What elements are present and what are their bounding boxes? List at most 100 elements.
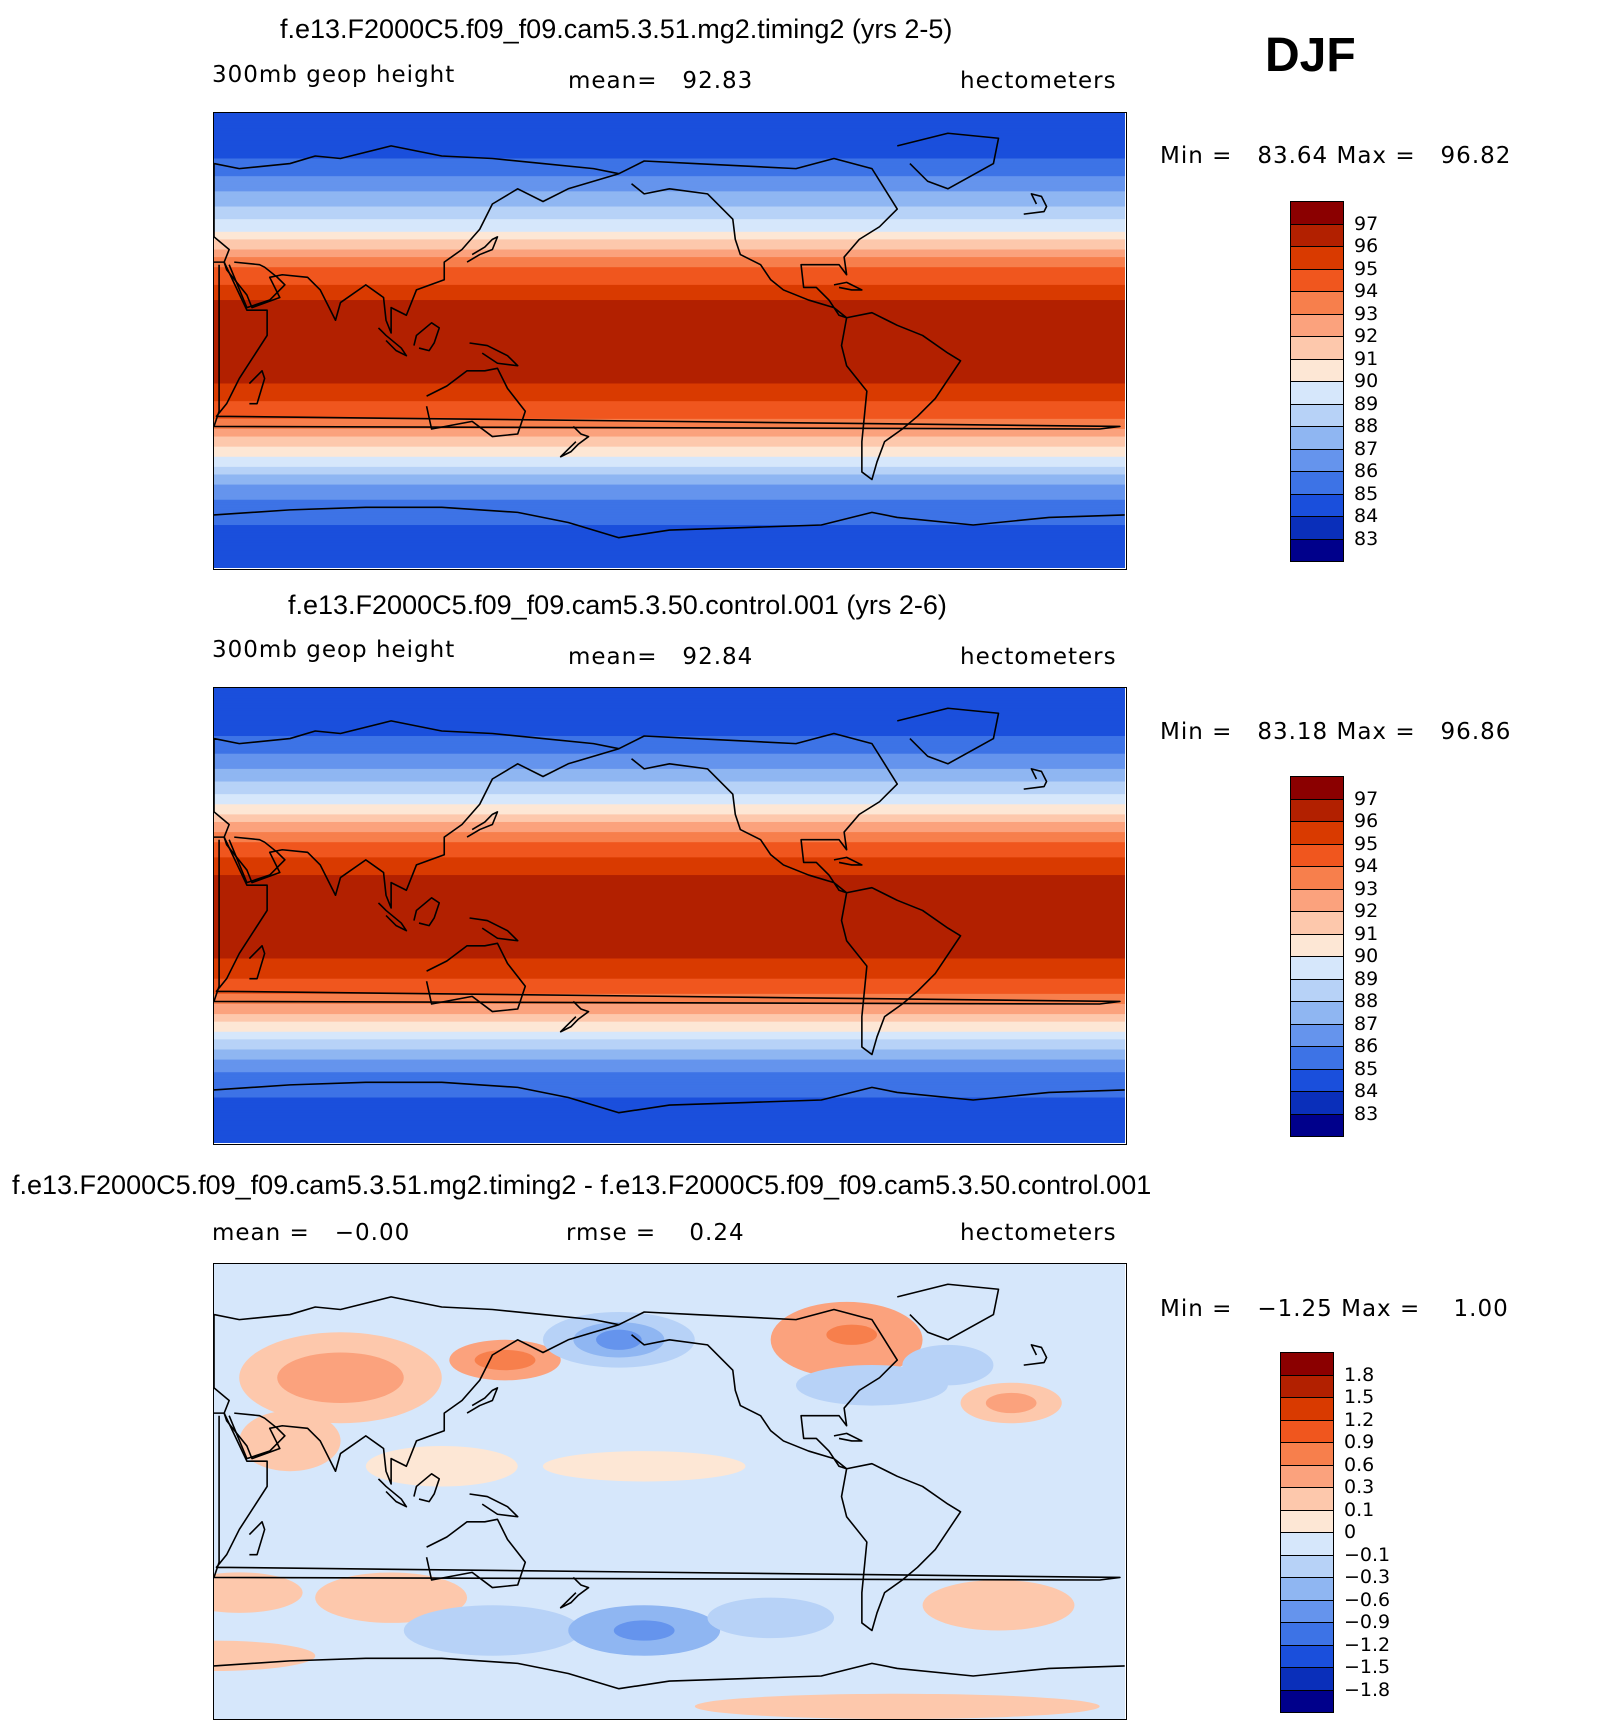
field-band: [214, 519, 1125, 524]
field-band: [214, 327, 1125, 331]
coastline-eurasia-west: [214, 1296, 620, 1485]
anomaly-contour: [277, 1352, 404, 1403]
field-band: [214, 487, 1125, 491]
field-band: [214, 690, 1125, 694]
field-band: [214, 1097, 1125, 1101]
colorbar-tick-label: 0.9: [1344, 1431, 1375, 1453]
field-band: [214, 547, 1125, 551]
colorbar-tick-label: 97: [1354, 787, 1379, 810]
field-band: [214, 168, 1125, 172]
field-band: [214, 1087, 1125, 1091]
field-band: [214, 900, 1125, 904]
anomaly-contour: [694, 1693, 1100, 1719]
field-band: [214, 991, 1125, 995]
field-band: [214, 206, 1125, 210]
field-band: [214, 535, 1125, 539]
field-band: [214, 794, 1125, 798]
field-band: [214, 996, 1125, 1000]
field-band: [214, 317, 1125, 321]
panel-2-variable-label: 300mb geop height: [212, 637, 456, 663]
coastline-sumatra: [377, 902, 408, 932]
field-band: [214, 1092, 1125, 1096]
field-band: [214, 940, 1125, 944]
coastline-nz: [559, 1000, 590, 1033]
field-band: [214, 761, 1125, 765]
panel-2-map: [213, 687, 1127, 1145]
panel-1-title: f.e13.F2000C5.f09_f09.cam5.3.51.mg2.timi…: [280, 14, 953, 44]
field-band: [214, 423, 1125, 428]
field-band: [214, 391, 1125, 395]
field-band: [214, 130, 1125, 134]
anomaly-contour: [474, 1349, 536, 1371]
field-band: [214, 915, 1125, 919]
coastline-arabia: [228, 1412, 286, 1460]
field-band: [214, 872, 1125, 876]
coastline-newguinea: [469, 917, 519, 942]
colorbar-tick-label: 1.8: [1344, 1363, 1375, 1386]
field-band: [214, 806, 1125, 810]
field-band: [214, 695, 1125, 699]
panel-1-units-label: hectometers: [960, 68, 1117, 94]
field-band: [214, 928, 1125, 932]
field-band: [214, 867, 1125, 871]
field-band: [214, 173, 1125, 177]
field-band: [214, 150, 1125, 155]
field-band: [214, 244, 1125, 248]
anomaly-contour: [239, 1410, 341, 1472]
field-band: [214, 396, 1125, 400]
field-band: [214, 143, 1125, 147]
coastline-uk: [1023, 768, 1048, 790]
field-band: [214, 337, 1125, 342]
map-plot: [214, 688, 1125, 1143]
field-band: [214, 525, 1125, 529]
field-band: [214, 1100, 1125, 1104]
field-band: [214, 1039, 1125, 1043]
field-band: [214, 421, 1125, 425]
colorbar-swatch: [1290, 538, 1344, 562]
field-band: [214, 229, 1125, 233]
coastline-na: [618, 1308, 899, 1470]
field-band: [214, 1059, 1125, 1063]
field-band: [214, 398, 1125, 402]
field-band: [214, 824, 1125, 828]
field-band: [214, 693, 1125, 697]
field-band: [214, 1137, 1125, 1142]
field-band: [214, 804, 1125, 808]
coastline-madagascar: [248, 945, 266, 980]
field-band: [214, 1014, 1125, 1018]
colorbar-swatch: [1280, 1554, 1334, 1578]
colorbar-tick-label: 1.5: [1344, 1386, 1375, 1408]
field-band: [214, 166, 1125, 170]
field-band: [214, 1105, 1125, 1109]
coastline-madagascar: [248, 370, 266, 405]
field-band: [214, 870, 1125, 874]
coastline-nz: [559, 1576, 590, 1609]
anomaly-contour: [985, 1392, 1037, 1414]
field-band: [214, 708, 1125, 712]
field-band: [214, 188, 1125, 192]
field-band: [214, 829, 1125, 833]
field-band: [214, 1054, 1125, 1058]
field-band: [214, 386, 1125, 390]
field-band: [214, 418, 1125, 422]
field-band: [214, 1024, 1125, 1028]
field-band: [214, 302, 1125, 306]
colorbar-tick-label: 86: [1354, 460, 1379, 482]
field-band: [214, 562, 1125, 567]
colorbar-tick-label: 87: [1354, 437, 1379, 460]
colorbar-swatch: [1290, 1001, 1344, 1025]
colorbar-tick-label: 90: [1354, 370, 1379, 392]
field-band: [214, 120, 1125, 124]
field-band: [214, 768, 1125, 773]
colorbar-swatch: [1290, 223, 1344, 247]
field-band: [214, 978, 1125, 982]
field-band: [214, 986, 1125, 990]
field-band: [214, 221, 1125, 225]
colorbar-swatch: [1290, 358, 1344, 382]
field-band: [214, 763, 1125, 767]
field-band: [214, 138, 1125, 142]
colorbar-tick-label: −0.1: [1344, 1543, 1391, 1566]
coastlines: [214, 1283, 1125, 1690]
field-band: [214, 183, 1125, 187]
coastline-sa: [840, 1462, 962, 1632]
